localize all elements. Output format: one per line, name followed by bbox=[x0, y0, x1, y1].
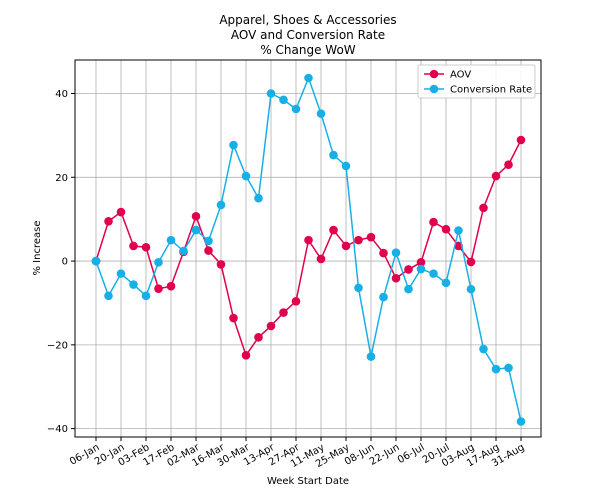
data-point bbox=[216, 200, 226, 210]
data-point bbox=[354, 283, 363, 293]
data-point bbox=[204, 246, 213, 255]
title-line-1: Apparel, Shoes & Accessories bbox=[219, 13, 396, 27]
data-point bbox=[479, 344, 488, 354]
data-point bbox=[154, 258, 163, 267]
legend-frame bbox=[417, 64, 536, 99]
data-point bbox=[466, 284, 476, 294]
data-point bbox=[91, 256, 101, 266]
chart-title: Apparel, Shoes & Accessories AOV and Con… bbox=[219, 13, 396, 57]
data-point bbox=[341, 241, 351, 251]
data-point bbox=[279, 95, 288, 105]
data-point bbox=[241, 351, 251, 360]
y-tick-label: −20 bbox=[47, 340, 68, 351]
x-axis-label: Week Start Date bbox=[267, 476, 349, 487]
data-point bbox=[416, 264, 426, 274]
legend-swatch-marker bbox=[429, 84, 439, 94]
data-point bbox=[116, 207, 126, 217]
data-point bbox=[304, 235, 313, 245]
data-point bbox=[404, 265, 413, 274]
data-point bbox=[316, 254, 326, 264]
data-point bbox=[279, 308, 288, 317]
data-point bbox=[404, 284, 413, 294]
data-point bbox=[104, 291, 113, 301]
data-point bbox=[291, 296, 301, 306]
data-point bbox=[391, 248, 401, 257]
y-tick-label: 20 bbox=[55, 173, 68, 184]
y-tick-label: 40 bbox=[55, 89, 68, 100]
data-point bbox=[379, 248, 388, 258]
data-point bbox=[304, 73, 313, 83]
data-point bbox=[466, 257, 476, 267]
data-point bbox=[329, 150, 338, 160]
data-point bbox=[504, 160, 513, 170]
data-point bbox=[179, 246, 188, 256]
y-tick-label: 0 bbox=[62, 257, 68, 268]
x-axis: 06-Jan20-Jan03-Feb17-Feb02-Mar16-Mar30-M… bbox=[68, 437, 527, 470]
data-point bbox=[391, 273, 401, 283]
data-point bbox=[354, 235, 363, 245]
data-point bbox=[429, 217, 438, 227]
data-point bbox=[479, 203, 488, 213]
data-point bbox=[429, 269, 438, 278]
data-point bbox=[441, 278, 451, 288]
data-point bbox=[504, 363, 513, 373]
data-point bbox=[291, 104, 301, 114]
data-point bbox=[416, 258, 426, 267]
data-point bbox=[216, 260, 226, 269]
data-point bbox=[329, 225, 338, 235]
data-point bbox=[266, 321, 276, 331]
data-point bbox=[204, 236, 213, 246]
data-point bbox=[166, 235, 176, 245]
data-point bbox=[166, 281, 176, 291]
series-aov bbox=[91, 135, 526, 360]
title-line-3: % Change WoW bbox=[260, 43, 355, 57]
data-point bbox=[441, 224, 451, 234]
data-point bbox=[141, 242, 151, 252]
legend-item: AOV bbox=[424, 70, 471, 81]
data-point bbox=[141, 291, 151, 301]
data-point bbox=[229, 140, 238, 150]
x-tick-label: 06-Jul bbox=[396, 442, 427, 466]
data-point bbox=[316, 109, 326, 118]
y-axis: −40 −20 0 20 40 bbox=[47, 89, 75, 435]
legend-swatch-marker bbox=[429, 69, 439, 79]
data-point bbox=[254, 193, 263, 203]
plot-frame bbox=[74, 59, 542, 438]
data-point bbox=[341, 161, 351, 171]
data-point bbox=[154, 284, 163, 294]
data-point bbox=[366, 352, 376, 361]
y-axis-label: % Increase bbox=[32, 221, 43, 276]
data-point bbox=[491, 364, 501, 374]
data-point bbox=[129, 241, 138, 251]
data-point bbox=[104, 216, 113, 226]
data-point bbox=[116, 269, 126, 278]
data-point bbox=[516, 417, 526, 426]
data-point bbox=[379, 292, 388, 302]
data-point bbox=[129, 280, 138, 289]
data-point bbox=[516, 135, 526, 145]
data-point bbox=[491, 171, 501, 181]
y-tick-label: −40 bbox=[47, 424, 68, 435]
legend-item: Conversion Rate bbox=[424, 85, 532, 96]
data-point bbox=[229, 313, 238, 323]
data-point bbox=[254, 333, 263, 342]
data-point bbox=[454, 226, 463, 235]
data-point bbox=[191, 225, 201, 235]
legend: AOV Conversion Rate bbox=[417, 64, 536, 99]
title-line-2: AOV and Conversion Rate bbox=[231, 28, 385, 42]
data-point bbox=[266, 89, 276, 98]
series-layer bbox=[91, 73, 526, 426]
data-point bbox=[191, 211, 201, 221]
data-point bbox=[241, 171, 251, 181]
legend-label: Conversion Rate bbox=[450, 85, 532, 96]
legend-label: AOV bbox=[450, 70, 471, 81]
series-conversion-rate bbox=[91, 73, 526, 426]
data-point bbox=[366, 232, 376, 242]
